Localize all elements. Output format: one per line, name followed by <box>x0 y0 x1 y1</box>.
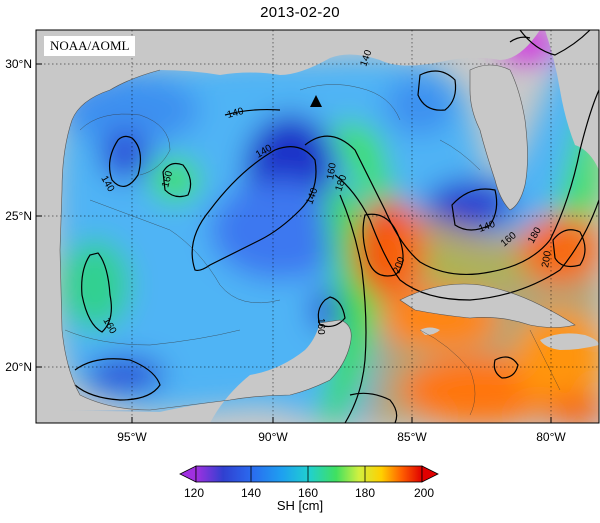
colorbar: 120 140 160 180 200 <box>179 465 439 500</box>
colorbar-tick-160: 160 <box>298 486 318 500</box>
lon-label-80w: 80°W <box>536 430 566 444</box>
axis-ticks <box>36 63 552 423</box>
colorbar-bar <box>195 465 423 483</box>
contour-label: 160 <box>160 169 175 188</box>
coastline <box>59 64 576 411</box>
land-masses <box>36 30 599 423</box>
lon-label-85w: 85°W <box>397 430 427 444</box>
lon-label-95w: 95°W <box>117 430 147 444</box>
colorbar-tick-140: 140 <box>241 486 261 500</box>
contour-label: 200 <box>540 250 554 269</box>
station-marker <box>310 95 322 107</box>
lat-label-30n: 30°N <box>5 57 32 71</box>
credit-label: NOAA/AOML <box>44 36 136 56</box>
contour-label: 160 <box>325 162 339 181</box>
thin-contours <box>64 84 561 416</box>
colorbar-low-arrow <box>179 465 197 483</box>
contour-lines <box>74 30 599 423</box>
contour-label: 140 <box>226 106 245 121</box>
contour-label: 160 <box>315 318 326 335</box>
lon-label-90w: 90°W <box>258 430 288 444</box>
colorbar-tick-120: 120 <box>184 486 204 500</box>
colorbar-title: SH [cm] <box>276 498 324 513</box>
lat-label-20n: 20°N <box>5 360 32 374</box>
colorbar-tick-200: 200 <box>414 486 434 500</box>
map-title: 2013-02-20 <box>260 4 340 21</box>
colorbar-high-arrow <box>421 465 439 483</box>
graticule <box>36 30 599 423</box>
lat-label-25n: 25°N <box>5 209 32 223</box>
map-frame <box>35 29 600 424</box>
colorbar-tick-180: 180 <box>355 486 375 500</box>
